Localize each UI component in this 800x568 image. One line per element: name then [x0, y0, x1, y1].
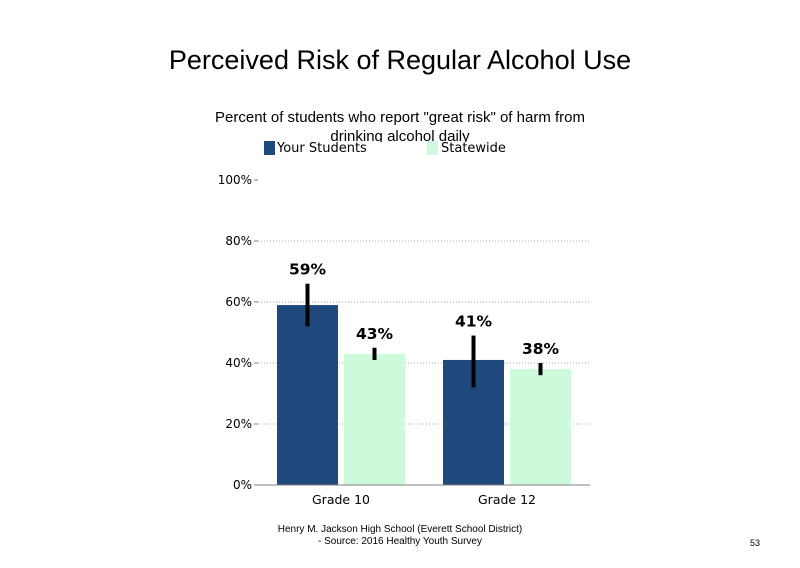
data-label: 41%: [455, 313, 493, 331]
footer-school: Henry M. Jackson High School (Everett Sc…: [277, 524, 523, 535]
footer: Henry M. Jackson High School (Everett Sc…: [240, 524, 560, 548]
y-tick-label: 40%: [225, 356, 252, 370]
data-label: 38%: [522, 340, 560, 358]
legend-swatch-statewide: [427, 141, 438, 155]
y-tick-label: 80%: [225, 234, 252, 248]
footer-source: - Source: 2016 Healthy Youth Survey: [318, 536, 482, 547]
chart-title: Perceived Risk of Regular Alcohol Use: [168, 45, 632, 75]
bar: [277, 305, 338, 485]
y-tick-label: 100%: [218, 173, 252, 187]
chart-subtitle: Percent of students who report "great ri…: [215, 109, 585, 142]
page-number: 53: [750, 538, 761, 548]
bar: [344, 353, 405, 485]
bar: [510, 369, 571, 485]
data-label: 59%: [289, 261, 327, 279]
y-tick-label: 60%: [225, 295, 252, 309]
x-category-label: Grade 10: [312, 492, 370, 507]
y-tick-label: 0%: [233, 478, 252, 492]
legend-label-statewide: Statewide: [441, 141, 506, 156]
y-tick-label: 20%: [225, 417, 252, 431]
legend-swatch-your-students: [264, 141, 275, 155]
x-category-label: Grade 12: [478, 492, 536, 507]
legend-label-your-students: Your Students: [277, 141, 367, 156]
data-label: 43%: [356, 325, 394, 343]
